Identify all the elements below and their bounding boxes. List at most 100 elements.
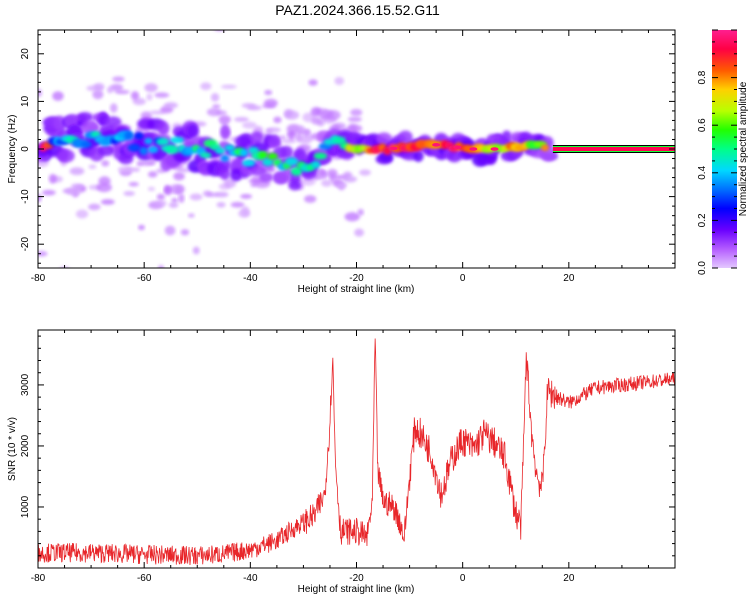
colorbar-tick-label: 0.0 bbox=[697, 261, 708, 275]
spectrogram-noise-blob bbox=[298, 125, 305, 133]
spectrogram-noise-blob bbox=[303, 130, 311, 138]
spectrogram-peak-blob bbox=[453, 145, 462, 150]
spectrogram-noise-blob bbox=[128, 181, 139, 187]
spectrogram-ridge-blob bbox=[199, 152, 212, 159]
spectrogram-noise-blob bbox=[212, 104, 221, 109]
spectrogram-y-tick-label: 20 bbox=[20, 48, 31, 60]
spectrogram-noise-blob bbox=[220, 84, 237, 89]
spectrogram-noise-blob bbox=[38, 251, 48, 257]
spectrogram-noise-blob bbox=[263, 98, 278, 108]
spectrogram-x-tick-label: -20 bbox=[349, 273, 364, 284]
spectrogram-noise-blob bbox=[266, 127, 281, 133]
spectrogram-noise-blob bbox=[92, 89, 104, 100]
spectrogram-noise-blob bbox=[279, 135, 287, 140]
spectrogram-ridge-blob bbox=[139, 146, 148, 155]
spectrogram-halo-blob bbox=[446, 149, 462, 163]
spectrogram-noise-blob bbox=[138, 224, 145, 231]
spectrogram-noise-blob bbox=[157, 265, 165, 268]
colorbar-label: Normalized spectral amplitude bbox=[738, 81, 749, 216]
spectrogram-halo-blob bbox=[337, 150, 355, 159]
spectrogram-noise-blob bbox=[241, 103, 257, 109]
spectrogram-halo-blob bbox=[268, 134, 281, 147]
spectrogram-halo-blob bbox=[157, 121, 170, 136]
spectrogram-noise-blob bbox=[319, 109, 334, 118]
spectrogram-noise-blob bbox=[148, 160, 157, 165]
spectrogram-halo-blob bbox=[104, 116, 122, 128]
spectrogram-noise-blob bbox=[354, 228, 365, 237]
spectrogram-noise-blob bbox=[342, 175, 358, 183]
spectrogram-noise-blob bbox=[174, 185, 183, 195]
spectrogram-noise-blob bbox=[48, 173, 57, 184]
spectrogram-halo-blob bbox=[413, 149, 424, 162]
spectrogram-noise-blob bbox=[156, 193, 165, 200]
spectrogram-x-tick-label: 0 bbox=[460, 273, 466, 284]
spectrogram-halo-blob bbox=[249, 131, 264, 145]
spectrogram-peak-blob bbox=[490, 147, 499, 151]
spectrogram-noise-blob bbox=[327, 168, 338, 178]
spectrogram-ridge-blob bbox=[214, 147, 226, 155]
snr-x-tick-label: -40 bbox=[243, 573, 258, 584]
snr-x-tick-label: 0 bbox=[460, 573, 466, 584]
spectrogram-noise-blob bbox=[192, 246, 200, 255]
spectrogram-noise-blob bbox=[344, 212, 360, 222]
spectrogram-noise-blob bbox=[350, 108, 363, 117]
spectrogram-noise-blob bbox=[311, 116, 321, 125]
spectrogram-marks bbox=[38, 30, 675, 268]
spectrogram-noise-blob bbox=[146, 93, 153, 101]
snr-y-tick-label: 1000 bbox=[20, 495, 31, 518]
spectrogram-halo-blob bbox=[501, 130, 512, 145]
spectrogram-ridge-blob bbox=[267, 152, 278, 160]
spectrogram-noise-blob bbox=[178, 193, 185, 204]
snr-x-tick-label: 20 bbox=[563, 573, 575, 584]
spectrogram-noise-blob bbox=[334, 76, 345, 86]
spectrogram-noise-blob bbox=[308, 79, 318, 86]
spectrogram-halo-blob bbox=[280, 145, 294, 159]
spectrogram-noise-blob bbox=[147, 186, 156, 192]
spectrogram-ridge-blob bbox=[147, 146, 159, 154]
spectrogram-halo-blob bbox=[56, 148, 75, 163]
spectrogram-ridge-blob bbox=[124, 131, 135, 140]
spectrogram-peak-blob bbox=[432, 143, 441, 147]
snr-y-tick-label: 3000 bbox=[20, 373, 31, 396]
spectrogram-noise-blob bbox=[206, 108, 222, 117]
spectrogram-halo-blob bbox=[118, 153, 134, 165]
spectrogram-ridge-blob bbox=[285, 157, 299, 166]
spectrogram-y-tick-label: 10 bbox=[20, 95, 31, 107]
spectrogram-noise-blob bbox=[75, 209, 89, 219]
snr-y-axis-label: SNR (10 * v/v) bbox=[7, 417, 18, 481]
spectrogram-noise-blob bbox=[216, 201, 226, 208]
spectrogram-noise-blob bbox=[189, 193, 203, 201]
spectrogram-ridge-blob bbox=[165, 145, 180, 155]
spectrogram-noise-blob bbox=[42, 189, 56, 196]
colorbar-tick-label: 0.8 bbox=[697, 70, 708, 84]
spectrogram-halo-blob bbox=[258, 172, 274, 183]
spectrogram-noise-blob bbox=[357, 208, 364, 216]
snr-series-line bbox=[38, 338, 675, 565]
spectrogram-noise-blob bbox=[96, 182, 112, 193]
spectrogram-noise-blob bbox=[180, 229, 190, 236]
spectrogram-noise-blob bbox=[284, 110, 300, 120]
spectrogram-y-tick-label: 0 bbox=[20, 146, 31, 152]
spectrogram-noise-blob bbox=[109, 103, 118, 113]
spectrogram-halo-blob bbox=[234, 135, 253, 149]
spectrogram-noise-blob bbox=[69, 167, 85, 176]
spectrogram-ridge-blob bbox=[262, 157, 274, 167]
spectrogram-noise-blob bbox=[154, 92, 170, 98]
spectrogram-noise-blob bbox=[310, 133, 320, 140]
spectrogram-noise-blob bbox=[88, 164, 97, 169]
spectrogram-noise-blob bbox=[147, 171, 158, 178]
spectrogram-noise-blob bbox=[156, 200, 167, 207]
spectrogram-noise-blob bbox=[210, 92, 220, 102]
spectrogram-noise-blob bbox=[321, 179, 333, 187]
spectrogram-ridge-blob bbox=[156, 137, 170, 146]
spectrogram-noise-blob bbox=[100, 199, 115, 205]
spectrogram-noise-blob bbox=[200, 82, 212, 91]
spectrogram-noise-blob bbox=[131, 91, 140, 101]
spectrogram-halo-blob bbox=[77, 112, 94, 123]
spectrogram-ridge-blob bbox=[242, 159, 256, 167]
spectrogram-x-tick-label: -80 bbox=[31, 273, 46, 284]
spectrogram-x-tick-label: -60 bbox=[137, 273, 152, 284]
spectrogram-noise-blob bbox=[220, 120, 229, 125]
spectrogram-noise-blob bbox=[144, 83, 158, 93]
spectrogram-noise-blob bbox=[38, 88, 43, 98]
